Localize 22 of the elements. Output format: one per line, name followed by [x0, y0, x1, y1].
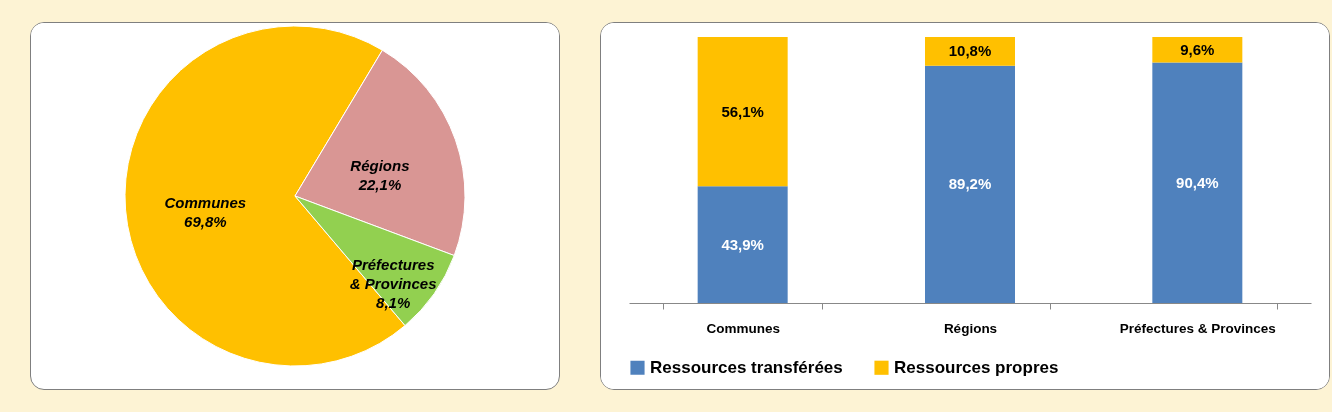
bar: [697, 186, 788, 303]
bar: [925, 65, 1015, 303]
slice-label: Préfectures & Provinces: [349, 255, 437, 292]
data-label: 56,1%: [721, 102, 764, 120]
x-tick-label: Préfectures & Provinces: [1119, 320, 1276, 336]
legend-label: Ressources propres: [894, 357, 1059, 377]
data-label: 69,8%: [184, 213, 227, 231]
bar: [1152, 37, 1243, 63]
legend-label: Ressources transférées: [650, 357, 843, 377]
slice-label: Régions: [350, 157, 410, 175]
data-label: 89,2%: [948, 175, 992, 193]
data-label: 10,8%: [948, 42, 992, 60]
slice-label: Communes: [164, 194, 247, 212]
data-label: 22,1%: [357, 176, 402, 194]
bar: [1152, 62, 1243, 303]
data-label: 9,6%: [1180, 40, 1215, 58]
data-label: 43,9%: [721, 235, 764, 253]
bar: [925, 37, 1015, 66]
x-tick-label: Communes: [706, 320, 780, 336]
bar: [697, 37, 788, 187]
x-tick-label: Régions: [943, 320, 998, 336]
data-label: 90,4%: [1176, 173, 1219, 191]
